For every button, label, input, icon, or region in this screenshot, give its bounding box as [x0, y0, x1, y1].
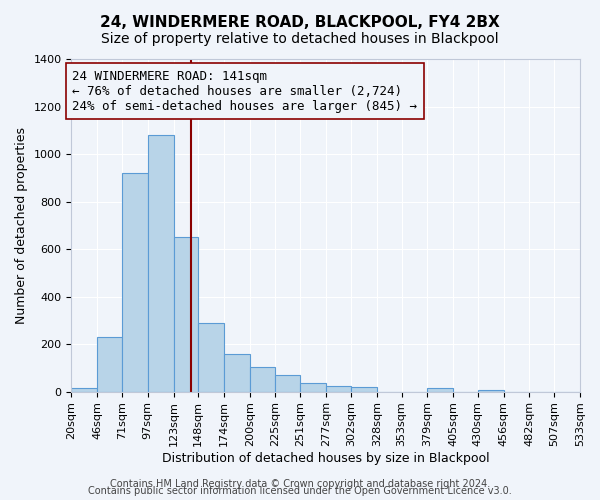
- Bar: [122, 173, 148, 392]
- X-axis label: Distribution of detached houses by size in Blackpool: Distribution of detached houses by size …: [162, 452, 490, 465]
- Text: Contains public sector information licensed under the Open Government Licence v3: Contains public sector information licen…: [88, 486, 512, 496]
- Text: 24 WINDERMERE ROAD: 141sqm
← 76% of detached houses are smaller (2,724)
24% of s: 24 WINDERMERE ROAD: 141sqm ← 76% of deta…: [73, 70, 418, 112]
- Text: 24, WINDERMERE ROAD, BLACKPOOL, FY4 2BX: 24, WINDERMERE ROAD, BLACKPOOL, FY4 2BX: [100, 15, 500, 30]
- Bar: [250, 366, 275, 392]
- Bar: [301, 382, 326, 392]
- Bar: [199, 322, 224, 392]
- Bar: [427, 388, 453, 392]
- Bar: [275, 376, 301, 392]
- Text: Size of property relative to detached houses in Blackpool: Size of property relative to detached ho…: [101, 32, 499, 46]
- Text: Contains HM Land Registry data © Crown copyright and database right 2024.: Contains HM Land Registry data © Crown c…: [110, 479, 490, 489]
- Bar: [148, 135, 173, 392]
- Y-axis label: Number of detached properties: Number of detached properties: [15, 127, 28, 324]
- Bar: [173, 237, 199, 392]
- Bar: [97, 338, 122, 392]
- Bar: [71, 388, 97, 392]
- Bar: [351, 388, 377, 392]
- Bar: [326, 386, 351, 392]
- Bar: [478, 390, 503, 392]
- Bar: [224, 354, 250, 392]
